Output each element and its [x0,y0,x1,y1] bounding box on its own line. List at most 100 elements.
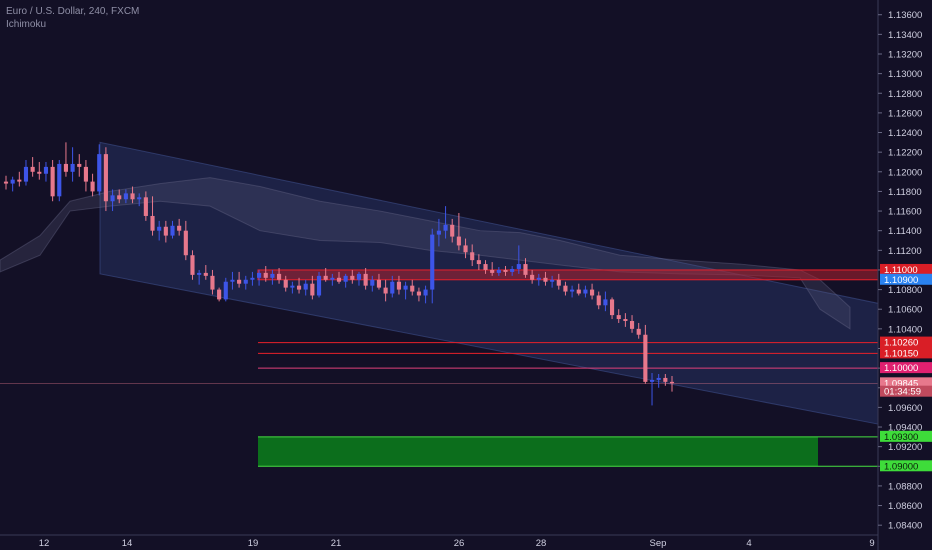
candle-body [57,163,62,197]
time-tick-label: 4 [746,538,751,549]
candle-body [669,381,675,384]
indicator-label[interactable]: Ichimoku [6,19,47,30]
price-tick-label: 1.12000 [888,167,922,178]
time-tick-label: 19 [248,538,259,549]
candle-body [97,154,102,192]
candle-body [70,163,75,172]
candle-body [649,379,655,382]
candle-body [416,291,421,296]
candle-body [423,289,428,296]
candle-body [217,289,222,300]
candle-body [450,224,455,237]
candle-body [456,236,461,246]
price-tick-label: 1.08800 [888,481,922,492]
candle-body [17,179,22,182]
price-tick-label: 1.10400 [888,324,922,335]
candle-body [496,269,501,273]
candle-body [23,166,29,182]
candle-body [190,255,195,275]
candle-body [663,377,668,382]
candle-body [590,289,595,296]
candle-body [410,285,415,292]
candle-body [123,193,128,200]
time-tick-label: 21 [331,538,342,549]
candle-body [290,285,295,288]
price-tick-label: 1.09600 [888,403,922,414]
candle-body [490,269,495,273]
price-tick-label: 1.12200 [888,148,922,159]
candle-body [510,268,515,272]
price-tick-label: 1.13400 [888,30,922,41]
candle-body [3,181,9,184]
price-tick-label: 1.08600 [888,501,922,512]
price-tick-label: 1.13600 [888,10,922,21]
candle-body [403,285,408,290]
candle-body [163,226,168,236]
candle-body [430,234,435,290]
candle-body [643,334,648,382]
price-label-text: 1.10900 [884,275,918,286]
candle-body [383,287,388,294]
candle-body [583,289,588,294]
price-tick-label: 1.10600 [888,305,922,316]
price-label-text: 1.09000 [884,461,918,472]
candle-body [656,377,661,380]
price-label-box [880,347,932,359]
candle-body [50,166,55,197]
price-label-text: 01:34:59 [884,387,921,398]
price-tick-label: 1.09400 [888,423,922,434]
candle-body [243,279,248,284]
candle-body [556,279,561,286]
candle-body [603,299,608,306]
candle-body [303,283,308,290]
candle-body [143,197,148,216]
candle-body [223,281,228,300]
time-tick-label: Sep [650,538,667,549]
time-tick-label: 9 [869,538,874,549]
candle-body [330,277,335,280]
candle-body [443,224,448,231]
price-tick-label: 1.12800 [888,89,922,100]
price-tick-label: 1.11800 [888,187,922,198]
price-label-box [880,263,932,275]
candle-body [230,279,235,282]
candle-body [323,275,328,280]
candle-body [296,285,302,290]
price-label-box [880,385,932,397]
candle-body [77,163,82,167]
candle-body [83,166,88,182]
candle-body [257,272,262,278]
price-label-text: 1.11000 [884,265,918,276]
candle-body [10,179,15,184]
candle-body [150,215,155,231]
candle-body [63,163,69,172]
candle-body [530,274,535,280]
price-label-box [880,377,932,389]
candle-body [183,230,188,256]
candle-body [356,273,362,280]
price-tick-label: 1.10800 [888,285,922,296]
candle-body [596,295,601,306]
candle-body [616,315,621,320]
symbol-title[interactable]: Euro / U.S. Dollar, 240, FXCM [6,6,140,17]
candle-body [197,272,202,275]
candle-body [283,279,288,288]
candle-body [103,154,108,202]
candle-body [470,252,475,261]
price-label-text: 1.10000 [884,363,918,374]
candle-body [436,230,441,235]
candle-body [336,277,342,282]
candle-body [476,260,481,265]
candle-body [203,272,208,276]
price-tick-label: 1.12400 [888,128,922,139]
candle-body [343,275,348,282]
price-tick-label: 1.11400 [888,226,922,237]
candle-body [263,272,268,278]
candle-body [503,269,508,272]
time-tick-label: 12 [39,538,50,549]
candle-body [563,285,568,292]
price-tick-label: 1.12600 [888,108,922,119]
candle-body [516,264,521,269]
